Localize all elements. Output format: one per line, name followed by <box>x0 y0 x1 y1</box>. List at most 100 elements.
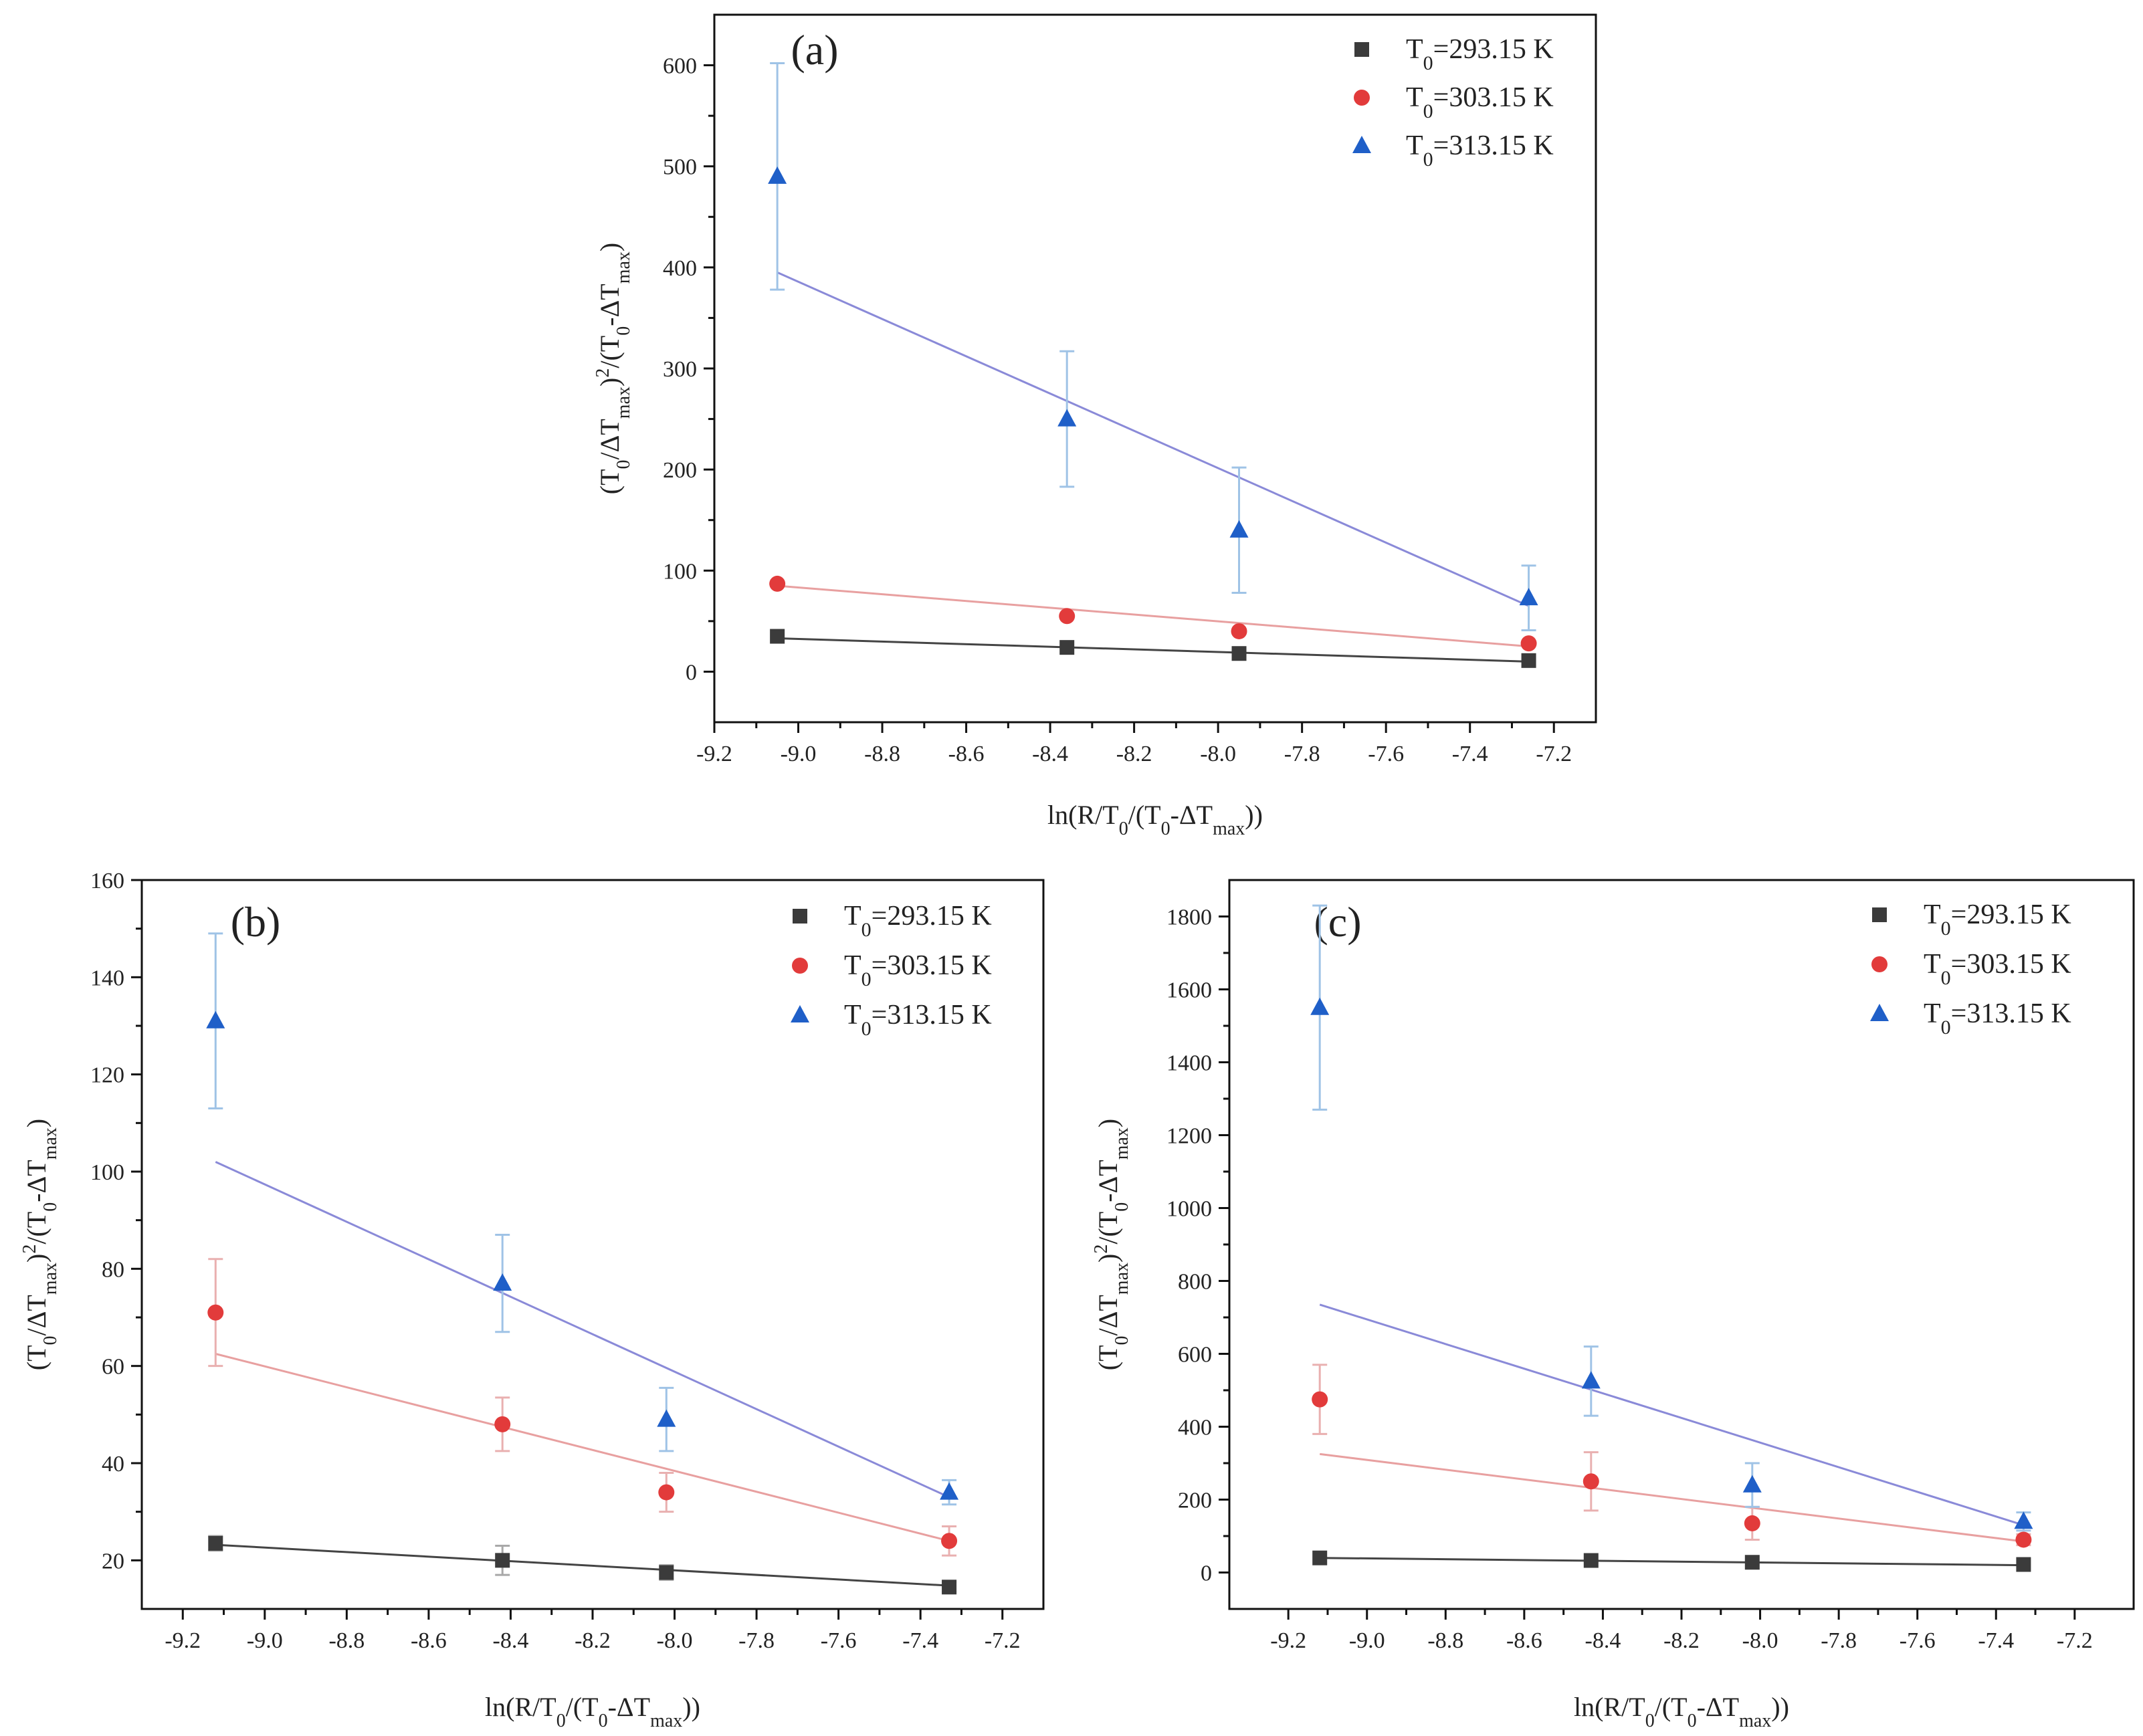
data-point-triangle <box>1742 1475 1762 1493</box>
legend-label: T0=313.15 K <box>1924 998 2071 1039</box>
fit-line-square <box>1320 1557 2024 1567</box>
y-axis-title: (T0/ΔTmax)2/(T0-ΔTmax) <box>593 243 634 495</box>
x-tick-label: -7.8 <box>738 1628 775 1653</box>
x-tick-label: -7.8 <box>1821 1628 1857 1653</box>
data-point-circle <box>2015 1531 2032 1548</box>
data-point-circle <box>1744 1515 1760 1531</box>
data-point-square <box>659 1565 674 1580</box>
data-point-triangle <box>940 1482 959 1500</box>
data-point-circle <box>1312 1391 1328 1408</box>
legend-label: T0=293.15 K <box>844 901 992 941</box>
data-point-square <box>1583 1553 1599 1568</box>
legend-marker-triangle <box>791 1005 809 1022</box>
x-tick-label: -9.2 <box>1270 1628 1306 1653</box>
x-tick-label: -7.6 <box>821 1628 857 1653</box>
legend-label: T0=303.15 K <box>1406 82 1554 122</box>
fit-line-triangle <box>215 1161 950 1499</box>
x-tick-label: -8.2 <box>575 1628 611 1653</box>
legend-marker-square <box>1872 907 1887 922</box>
legend-label: T0=293.15 K <box>1924 899 2071 940</box>
x-tick-label: -8.6 <box>948 742 985 766</box>
legend-marker-circle <box>1871 956 1887 972</box>
data-point-triangle <box>206 1010 225 1028</box>
x-tick-label: -8.0 <box>1742 1628 1778 1653</box>
y-tick-label: 100 <box>90 1160 124 1185</box>
x-tick-label: -9.0 <box>781 742 817 766</box>
data-point-triangle <box>493 1273 512 1291</box>
y-tick-label: 200 <box>1178 1489 1212 1513</box>
data-point-triangle <box>2014 1511 2033 1529</box>
y-tick-label: 300 <box>663 357 697 382</box>
x-tick-label: -8.8 <box>328 1628 365 1653</box>
data-point-circle <box>769 575 786 592</box>
data-point-circle <box>494 1416 511 1432</box>
legend-label: T0=303.15 K <box>1924 949 2071 989</box>
data-point-square <box>1521 653 1536 668</box>
data-point-square <box>1231 646 1247 661</box>
y-axis-title: (T0/ΔTmax)2/(T0-ΔTmax) <box>19 1119 61 1371</box>
x-tick-label: -7.2 <box>1536 742 1572 766</box>
x-tick-label: -7.4 <box>1978 1628 2014 1653</box>
data-point-circle <box>941 1533 958 1549</box>
y-tick-label: 0 <box>1201 1561 1212 1586</box>
y-tick-label: 1000 <box>1166 1197 1212 1222</box>
panel-c-chart: -9.2 -9.0 -8.8 -8.6 -8.4 -8.2 -8.0 -7.8 -7.6 -7.4… <box>1091 879 2135 1731</box>
y-tick-label: 1600 <box>1166 978 1212 1003</box>
x-tick-label: -7.2 <box>2057 1628 2093 1653</box>
fit-line-circle <box>777 584 1529 648</box>
x-axis-title: ln(R/T0/(T0-ΔTmax)) <box>1574 1692 1789 1731</box>
data-point-square <box>208 1535 223 1551</box>
fit-line-circle <box>215 1353 950 1542</box>
x-tick-label: -9.0 <box>1349 1628 1385 1653</box>
x-tick-label: -7.6 <box>1900 1628 1936 1653</box>
panel-label: (b) <box>231 898 281 946</box>
legend-marker-circle <box>792 958 808 974</box>
data-point-triangle <box>1581 1371 1601 1389</box>
fit-line-square <box>777 637 1529 663</box>
legend-marker-square <box>1354 42 1369 57</box>
y-tick-label: 40 <box>102 1452 124 1477</box>
x-tick-label: -9.2 <box>696 742 732 766</box>
data-point-circle <box>207 1304 224 1321</box>
data-point-square <box>1744 1555 1760 1570</box>
legend-label: T0=313.15 K <box>844 1000 992 1040</box>
data-point-square <box>1312 1550 1328 1565</box>
data-point-triangle <box>1519 588 1538 606</box>
x-axis-title: ln(R/T0/(T0-ΔTmax)) <box>1047 800 1263 839</box>
y-tick-label: 1800 <box>1166 905 1212 930</box>
legend-label: T0=293.15 K <box>1406 34 1554 74</box>
x-tick-label: -7.4 <box>1452 742 1488 766</box>
y-tick-label: 100 <box>663 559 697 584</box>
legend-label: T0=303.15 K <box>844 950 992 990</box>
data-point-square <box>2016 1557 2031 1572</box>
data-point-square <box>495 1553 510 1568</box>
y-tick-label: 800 <box>1178 1270 1212 1295</box>
data-point-triangle <box>1310 997 1330 1015</box>
data-point-triangle <box>1057 409 1077 427</box>
data-point-circle <box>658 1484 675 1501</box>
y-tick-label: 400 <box>663 256 697 281</box>
fit-line-triangle <box>1319 1303 2024 1527</box>
x-tick-label: -8.8 <box>864 742 900 766</box>
y-tick-label: 1200 <box>1166 1124 1212 1149</box>
data-point-square <box>942 1580 957 1595</box>
legend-marker-triangle <box>1352 136 1371 153</box>
fit-line-triangle <box>777 272 1530 607</box>
y-tick-label: 80 <box>102 1257 124 1282</box>
y-tick-label: 160 <box>90 869 124 893</box>
x-tick-label: -7.2 <box>985 1628 1021 1653</box>
x-axis-title: ln(R/T0/(T0-ΔTmax)) <box>485 1692 700 1731</box>
data-point-circle <box>1231 623 1247 639</box>
panel-label: (a) <box>791 26 838 74</box>
y-tick-label: 120 <box>90 1063 124 1088</box>
data-point-square <box>770 629 785 644</box>
fit-line-square <box>215 1543 950 1587</box>
x-tick-label: -7.8 <box>1284 742 1320 766</box>
x-tick-label: -8.8 <box>1427 1628 1463 1653</box>
legend-marker-triangle <box>1870 1004 1889 1021</box>
y-tick-label: 0 <box>686 660 697 685</box>
y-tick-label: 500 <box>663 155 697 180</box>
panel-b-chart: -9.2 -9.0 -8.8 -8.6 -8.4 -8.2 -8.0 -7.8 -7.6 -7.4… <box>19 869 1045 1731</box>
y-axis-title: (T0/ΔTmax)2/(T0-ΔTmax) <box>1091 1119 1132 1371</box>
